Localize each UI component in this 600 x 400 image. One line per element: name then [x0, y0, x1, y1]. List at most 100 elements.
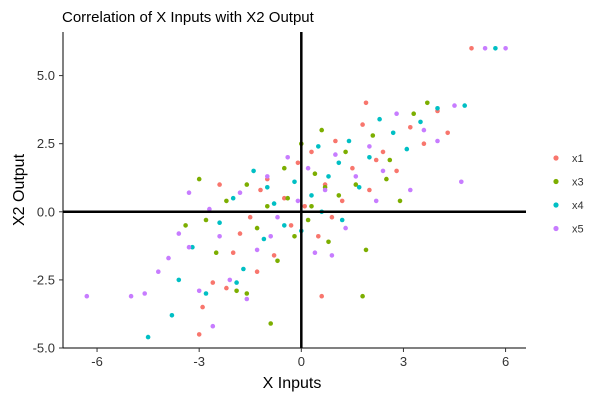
point-x4 — [241, 266, 246, 272]
point-x5 — [254, 247, 260, 253]
point-x1 — [295, 160, 301, 166]
point-x1 — [373, 157, 379, 163]
point-x5 — [322, 187, 328, 193]
x-tick-label: 3 — [400, 354, 407, 369]
point-x3 — [309, 204, 314, 209]
point-x3 — [275, 258, 280, 264]
series-x4 — [145, 46, 498, 340]
point-x1 — [360, 122, 365, 127]
point-x5 — [353, 174, 359, 179]
x-tick-label: 0 — [298, 354, 305, 369]
y-tick-label: 2.5 — [37, 136, 55, 151]
point-x3 — [244, 182, 250, 187]
point-x5 — [186, 244, 192, 250]
point-x3 — [384, 176, 389, 182]
point-x4 — [145, 334, 151, 340]
y-tick-label: -2.5 — [33, 272, 55, 287]
point-x5 — [237, 190, 243, 195]
point-x1 — [302, 204, 308, 209]
point-x1 — [230, 250, 236, 255]
point-x3 — [196, 176, 202, 182]
point-x4 — [203, 291, 209, 296]
point-x4 — [346, 138, 352, 144]
point-x5 — [482, 46, 488, 51]
point-x4 — [230, 195, 236, 201]
legend-key-x4 — [553, 202, 559, 208]
y-tick-label: 5.0 — [37, 68, 55, 83]
point-x3 — [397, 198, 403, 204]
point-x1 — [316, 234, 321, 239]
point-x5 — [268, 234, 274, 239]
point-x1 — [196, 332, 202, 337]
point-x4 — [190, 244, 195, 250]
point-x1 — [210, 280, 216, 285]
points-layer — [84, 46, 508, 340]
point-x5 — [210, 323, 216, 329]
point-x5 — [343, 225, 348, 231]
point-x3 — [282, 165, 287, 171]
point-x3 — [183, 223, 188, 228]
point-x1 — [394, 168, 399, 174]
point-x1 — [445, 130, 451, 136]
point-x5 — [408, 187, 413, 193]
point-x3 — [265, 204, 270, 209]
point-x3 — [292, 234, 297, 239]
point-x4 — [404, 146, 410, 152]
point-x4 — [418, 119, 423, 125]
point-x1 — [469, 46, 474, 51]
point-x5 — [84, 293, 90, 299]
x-tick-label: 6 — [502, 354, 509, 369]
point-x3 — [244, 291, 250, 296]
point-x4 — [176, 277, 182, 283]
legend-label-x3: x3 — [572, 177, 584, 189]
x-axis-title: X Inputs — [263, 375, 322, 392]
legend: x1 x3 x4 x5 — [553, 153, 584, 236]
legend-label-x1: x1 — [572, 153, 584, 165]
point-x4 — [316, 144, 321, 149]
point-x3 — [285, 195, 291, 201]
point-x4 — [377, 116, 382, 122]
point-x3 — [268, 321, 274, 326]
point-x4 — [217, 220, 222, 225]
point-x1 — [367, 187, 372, 193]
chart-title: Correlation of X Inputs with X2 Output — [62, 9, 315, 26]
point-x4 — [309, 193, 314, 198]
legend-key-x3 — [553, 178, 559, 185]
point-x3 — [203, 217, 209, 223]
point-x4 — [261, 236, 267, 242]
point-x5 — [186, 190, 192, 195]
y-tick-label: 0.0 — [37, 204, 55, 219]
point-x4 — [435, 106, 440, 111]
series-x5 — [84, 46, 508, 329]
point-x3 — [363, 247, 369, 253]
point-x5 — [176, 231, 182, 236]
point-x5 — [394, 111, 399, 116]
point-x3 — [224, 198, 229, 204]
point-x1 — [271, 253, 277, 258]
point-x3 — [425, 100, 430, 106]
point-x3 — [213, 250, 219, 255]
point-x3 — [411, 111, 417, 116]
point-x5 — [329, 253, 335, 258]
point-x5 — [227, 277, 233, 283]
point-x1 — [237, 231, 243, 236]
point-x1 — [200, 304, 205, 310]
point-x5 — [380, 168, 386, 174]
point-x5 — [421, 127, 427, 133]
legend-key-x1 — [553, 155, 559, 161]
point-x1 — [319, 293, 325, 299]
point-x4 — [271, 201, 277, 206]
point-x4 — [251, 168, 256, 174]
point-x5 — [128, 293, 134, 299]
point-x3 — [336, 193, 342, 198]
legend-label-x4: x4 — [572, 200, 584, 212]
point-x1 — [282, 195, 287, 201]
y-tick-label: -5.0 — [33, 341, 55, 356]
point-x1 — [288, 223, 294, 228]
point-x4 — [326, 174, 331, 179]
point-x1 — [380, 149, 386, 155]
point-x5 — [275, 214, 280, 220]
point-x1 — [217, 182, 222, 187]
point-x4 — [282, 223, 287, 228]
